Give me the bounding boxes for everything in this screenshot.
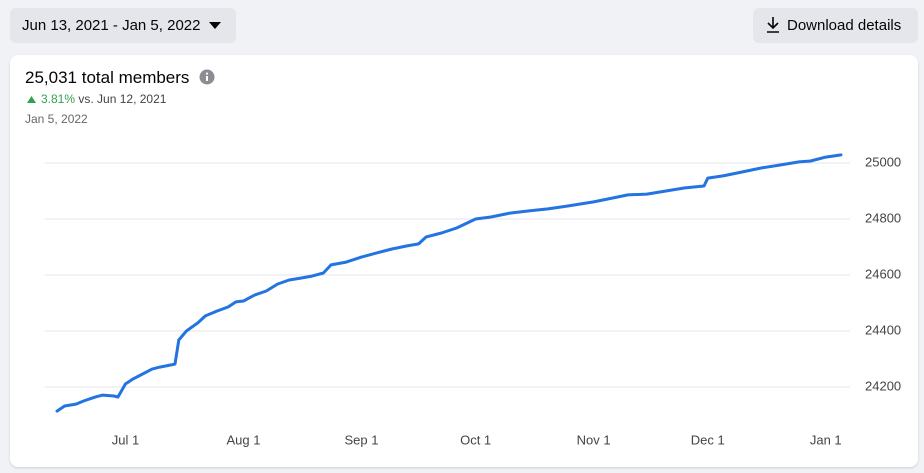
x-tick-label: Oct 1 — [460, 432, 491, 447]
change-row: 3.81% vs. Jun 12, 2021 — [27, 92, 166, 106]
card-date: Jan 5, 2022 — [25, 112, 88, 126]
y-tick-label: 25000 — [865, 154, 901, 169]
x-tick-label: Nov 1 — [577, 432, 611, 447]
download-label: Download details — [787, 17, 902, 34]
up-arrow — [27, 96, 36, 103]
line — [55, 153, 843, 413]
y-tick-label: 24800 — [865, 210, 901, 225]
info-icon[interactable] — [199, 69, 215, 85]
date-range-dropdown[interactable]: Jun 13, 2021 - Jan 5, 2022 — [10, 8, 236, 43]
download-button[interactable]: Download details — [753, 8, 918, 43]
dropdown-arrow — [209, 22, 221, 29]
x-tick-label: Jan 1 — [810, 432, 842, 447]
x-tick-label: Sep 1 — [344, 432, 378, 447]
y-tick-label: 24200 — [865, 378, 901, 393]
x-tick-label: Aug 1 — [226, 432, 260, 447]
card: 25,031 total members 3.81% vs. Jun 12, 2… — [10, 55, 918, 467]
y-tick-label: 24400 — [865, 322, 901, 337]
x-tick-label: Dec 1 — [691, 432, 725, 447]
x-tick-label: Jul 1 — [112, 432, 139, 447]
change: 3.81% — [41, 92, 76, 106]
download-icon — [767, 17, 779, 33]
compare: vs. Jun 12, 2021 — [78, 92, 167, 106]
card-title: 25,031 total members — [25, 68, 190, 87]
date-range: Jun 13, 2021 - Jan 5, 2022 — [22, 17, 201, 34]
y-tick-label: 24600 — [865, 266, 901, 281]
